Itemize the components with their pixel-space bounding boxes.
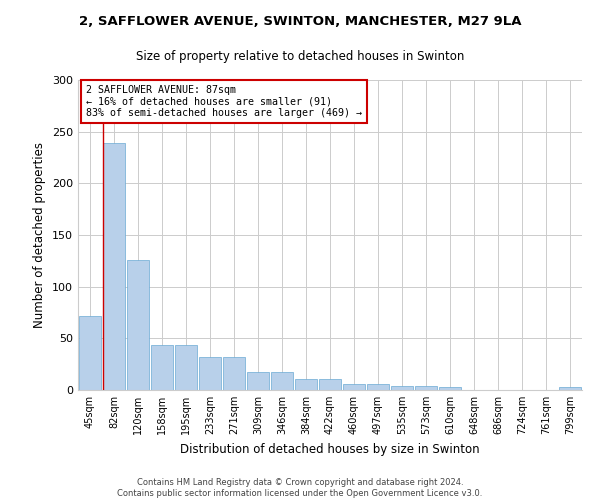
Text: 2, SAFFLOWER AVENUE, SWINTON, MANCHESTER, M27 9LA: 2, SAFFLOWER AVENUE, SWINTON, MANCHESTER… (79, 15, 521, 28)
Text: Contains HM Land Registry data © Crown copyright and database right 2024.
Contai: Contains HM Land Registry data © Crown c… (118, 478, 482, 498)
Bar (223, 357, 245, 390)
Bar (79, 316, 101, 390)
Bar (415, 386, 437, 390)
Bar (343, 384, 365, 390)
X-axis label: Distribution of detached houses by size in Swinton: Distribution of detached houses by size … (180, 442, 480, 456)
Bar (199, 357, 221, 390)
Bar (391, 386, 413, 390)
Text: 2 SAFFLOWER AVENUE: 87sqm
← 16% of detached houses are smaller (91)
83% of semi-: 2 SAFFLOWER AVENUE: 87sqm ← 16% of detac… (86, 84, 362, 118)
Bar (151, 344, 173, 390)
Bar (367, 384, 389, 390)
Bar (439, 387, 461, 390)
Text: Size of property relative to detached houses in Swinton: Size of property relative to detached ho… (136, 50, 464, 63)
Bar (271, 372, 293, 390)
Bar (127, 260, 149, 390)
Y-axis label: Number of detached properties: Number of detached properties (34, 142, 46, 328)
Bar (247, 372, 269, 390)
Bar (295, 378, 317, 390)
Bar (175, 344, 197, 390)
Bar (559, 387, 581, 390)
Bar (319, 378, 341, 390)
Bar (103, 143, 125, 390)
